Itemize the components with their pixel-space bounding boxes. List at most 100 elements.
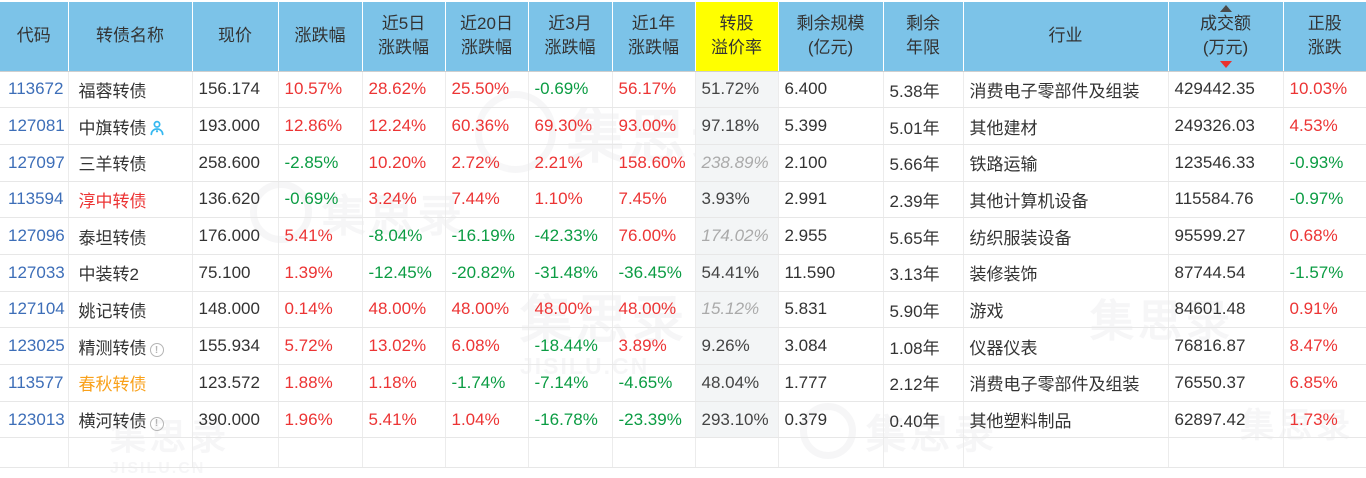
bond-name[interactable]: 中装转2 [78,265,139,285]
cell-turnover: 123546.33 [1167,144,1283,182]
cell-y1: 56.17% [611,71,695,109]
column-header-code[interactable]: 代码 [0,1,68,72]
cell-d20: -1.74% [444,364,528,402]
cell-y1: 3.89% [611,327,695,365]
cell-size: 3.084 [777,327,883,365]
column-label-chg: 涨跌幅 [294,25,346,45]
cell-turnover: 76816.87 [1167,327,1283,365]
column-header-size[interactable]: 剩余规模 (亿元) [777,1,883,72]
column-header-name[interactable]: 转债名称 [67,1,192,72]
alert-icon[interactable]: ! [149,416,164,431]
cell-code[interactable]: 113577 [0,364,68,402]
column-label-name: 转债名称 [96,25,164,45]
bond-name[interactable]: 横河转债 [78,412,147,432]
cell-years: 5.66年 [882,144,963,182]
bond-name[interactable]: 精测转债 [78,338,147,358]
cell-code[interactable]: 123013 [0,401,68,439]
column-label-size: 剩余规模 (亿元) [796,13,865,58]
cell-empty [191,437,278,469]
cell-code[interactable]: 127033 [0,254,68,292]
cell-y1: 76.00% [611,217,695,255]
cell-industry: 纺织服装设备 [962,217,1168,255]
cell-size: 2.991 [777,181,883,219]
cell-m3: 69.30% [527,107,612,145]
table-row: 113594 淳中转债 136.620 -0.69% 3.24% 7.44% 1.10% 7.… [0,181,1366,219]
cell-d20: 2.72% [444,144,528,182]
cell-m3: -7.14% [527,364,612,402]
column-header-stock_chg[interactable]: 正股 涨跌 [1282,1,1366,72]
cell-code[interactable]: 113672 [0,71,68,109]
cell-price: 123.572 [191,364,278,402]
cell-turnover: 62897.42 [1167,401,1283,439]
bond-name[interactable]: 福蓉转债 [78,81,147,101]
cell-d5: 1.18% [361,364,445,402]
cell-code[interactable]: 127081 [0,107,68,145]
cell-d20: 25.50% [444,71,528,109]
cell-years: 5.38年 [882,71,963,109]
cell-m3: -0.69% [527,71,612,109]
cell-price: 176.000 [191,217,278,255]
cell-price: 390.000 [191,401,278,439]
cell-code[interactable]: 127104 [0,291,68,329]
sort-desc-icon[interactable] [1219,60,1232,68]
table-row: 127081 中旗转债 193.000 12.86% 12.24% 60.36% 69.30… [0,107,1366,145]
cell-empty [0,437,68,469]
cell-industry: 游戏 [962,291,1168,329]
cell-chg: -0.69% [277,181,362,219]
cell-code[interactable]: 127096 [0,217,68,255]
column-header-industry[interactable]: 行业 [962,1,1168,72]
cell-code[interactable]: 123025 [0,327,68,365]
cell-code[interactable]: 113594 [0,181,68,219]
cell-empty [361,437,445,469]
column-header-y1[interactable]: 近1年 涨跌幅 [611,1,695,72]
cell-industry: 消费电子零部件及组装 [962,364,1168,402]
cell-y1: -4.65% [611,364,695,402]
column-label-d20: 近20日 涨跌幅 [460,13,513,58]
bond-name[interactable]: 春秋转债 [78,375,147,395]
bond-name[interactable]: 泰坦转债 [78,228,147,248]
cell-turnover: 95599.27 [1167,217,1283,255]
bond-name[interactable]: 中旗转债 [78,118,147,138]
cell-stock_chg: 0.91% [1282,291,1366,329]
column-header-m3[interactable]: 近3月 涨跌幅 [527,1,612,72]
cell-turnover: 84601.48 [1167,291,1283,329]
bond-name[interactable]: 淳中转债 [78,191,147,211]
column-header-turnover[interactable]: 成交额 (万元) [1167,1,1283,72]
column-header-chg[interactable]: 涨跌幅 [277,1,362,72]
column-header-premium[interactable]: 转股 溢价率 [694,1,778,72]
cell-d5: 10.20% [361,144,445,182]
cell-d20: 60.36% [444,107,528,145]
cell-d20: -20.82% [444,254,528,292]
cell-size: 1.777 [777,364,883,402]
column-label-industry: 行业 [1048,25,1083,45]
cell-premium: 3.93% [694,181,778,219]
column-label-years: 剩余 年限 [906,13,940,58]
cell-size: 11.590 [777,254,883,292]
table-row: 113672 福蓉转债 156.174 10.57% 28.62% 25.50% -0.69… [0,71,1366,109]
cell-name: 中装转2 [67,254,192,292]
cell-d5: 28.62% [361,71,445,109]
cell-industry: 铁路运输 [962,144,1168,182]
person-icon[interactable] [149,120,165,136]
cell-empty [444,437,528,469]
sort-asc-icon[interactable] [1219,5,1232,12]
cell-name: 中旗转债 [67,107,192,145]
cell-empty [611,437,695,469]
cell-chg: 5.72% [277,327,362,365]
column-header-price[interactable]: 现价 [191,1,278,72]
alert-icon[interactable]: ! [149,343,164,358]
table-row-partial [0,437,1366,469]
column-header-d5[interactable]: 近5日 涨跌幅 [361,1,445,72]
cell-m3: -42.33% [527,217,612,255]
bond-name[interactable]: 姚记转债 [78,301,147,321]
cell-d5: -12.45% [361,254,445,292]
column-header-d20[interactable]: 近20日 涨跌幅 [444,1,528,72]
column-header-years[interactable]: 剩余 年限 [882,1,963,72]
cell-empty [277,437,362,469]
cell-stock_chg: 1.73% [1282,401,1366,439]
bond-name[interactable]: 三羊转债 [78,155,147,175]
cell-price: 155.934 [191,327,278,365]
cell-industry: 仪器仪表 [962,327,1168,365]
cell-code[interactable]: 127097 [0,144,68,182]
cell-chg: 1.88% [277,364,362,402]
